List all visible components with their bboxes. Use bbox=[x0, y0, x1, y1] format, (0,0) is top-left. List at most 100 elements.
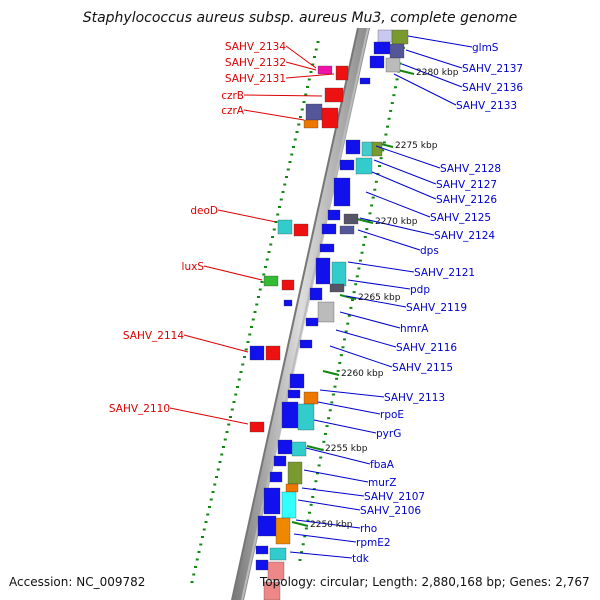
leader-line bbox=[289, 551, 353, 559]
right-tick-mark bbox=[347, 314, 351, 317]
left-tick-mark bbox=[258, 288, 262, 291]
left-gene-label: SAHV_2131 bbox=[225, 73, 286, 85]
right-tick-mark bbox=[298, 559, 302, 561]
left-tick-mark bbox=[239, 371, 243, 373]
gene-feature bbox=[303, 119, 319, 129]
gene-feature bbox=[255, 545, 269, 555]
right-gene-label: SAHV_2107 bbox=[364, 491, 425, 503]
right-gene-label: SAHV_2133 bbox=[456, 100, 517, 112]
right-gene-label: tdk bbox=[352, 553, 370, 565]
left-tick-mark bbox=[257, 296, 260, 298]
left-tick-mark bbox=[251, 318, 255, 321]
right-gene-label: SAHV_2128 bbox=[440, 163, 501, 175]
left-tick-mark bbox=[194, 566, 197, 568]
left-tick-mark bbox=[314, 48, 318, 51]
left-tick-mark bbox=[272, 228, 276, 231]
left-tick-mark bbox=[295, 131, 299, 133]
right-tick-mark bbox=[387, 117, 391, 120]
gene-feature bbox=[297, 403, 315, 431]
leader-line bbox=[339, 311, 401, 329]
left-tick-mark bbox=[192, 573, 196, 576]
right-gene-label: SAHV_2113 bbox=[384, 392, 445, 404]
gene-feature bbox=[249, 345, 265, 361]
right-gene-label: fbaA bbox=[370, 459, 395, 471]
left-tick-mark bbox=[234, 393, 238, 396]
left-tick-mark bbox=[230, 408, 234, 411]
right-gene-label: pyrG bbox=[376, 428, 401, 440]
leader-line bbox=[203, 265, 263, 281]
kbp-tick bbox=[322, 370, 340, 376]
gene-feature bbox=[263, 487, 281, 515]
right-tick-mark bbox=[338, 362, 342, 365]
left-tick-mark bbox=[215, 476, 218, 478]
right-tick-mark bbox=[398, 62, 402, 65]
kbp-label: 2280 kbp bbox=[416, 68, 459, 78]
left-tick-mark bbox=[208, 506, 211, 508]
right-gene-label: SAHV_2126 bbox=[436, 194, 497, 206]
left-gene-label: czrA bbox=[221, 105, 245, 117]
gene-feature bbox=[267, 561, 285, 581]
leader-line bbox=[243, 94, 323, 97]
left-gene-label: deoD bbox=[190, 205, 218, 217]
gene-feature bbox=[321, 107, 339, 129]
gene-feature bbox=[327, 209, 341, 221]
gene-feature bbox=[291, 441, 307, 457]
left-tick-mark bbox=[206, 513, 210, 516]
left-tick-mark bbox=[253, 311, 257, 313]
leader-line bbox=[297, 499, 361, 511]
right-gene-label: SAHV_2121 bbox=[414, 267, 475, 279]
map-title: Staphylococcus aureus subsp. aureus Mu3,… bbox=[82, 10, 518, 26]
leader-line bbox=[329, 345, 393, 368]
gene-feature bbox=[317, 65, 333, 75]
left-tick-mark bbox=[227, 423, 231, 426]
feature-group bbox=[249, 29, 409, 600]
gene-feature bbox=[273, 455, 287, 467]
left-tick-mark bbox=[209, 498, 213, 501]
right-gene-label: dps bbox=[420, 245, 439, 257]
left-tick-mark bbox=[243, 356, 246, 358]
left-tick-mark bbox=[307, 78, 311, 81]
leader-line bbox=[285, 73, 335, 79]
leader-line bbox=[317, 401, 381, 415]
gene-feature bbox=[319, 243, 335, 253]
gene-feature bbox=[339, 159, 355, 171]
gene-feature bbox=[281, 401, 299, 429]
right-gene-label: rpmE2 bbox=[356, 537, 391, 549]
left-tick-mark bbox=[255, 303, 259, 306]
label-group: 2280 kbp 2275 kbp 2270 kbp 2265 kbp 2260 kbp… bbox=[109, 41, 524, 565]
left-tick-mark bbox=[306, 86, 309, 88]
right-gene-label: SAHV_2137 bbox=[462, 63, 523, 75]
leader-line bbox=[359, 217, 435, 236]
right-tick-mark bbox=[339, 354, 343, 357]
left-tick-mark bbox=[264, 266, 267, 268]
right-tick-mark bbox=[304, 527, 308, 530]
right-gene-label: SAHV_2106 bbox=[360, 505, 421, 517]
left-tick-mark bbox=[311, 63, 315, 66]
gene-feature bbox=[283, 299, 293, 307]
leader-line bbox=[169, 407, 249, 425]
leader-line bbox=[293, 533, 357, 543]
right-tick-mark bbox=[354, 283, 358, 286]
gene-feature bbox=[303, 391, 319, 405]
gene-feature bbox=[249, 421, 265, 433]
kbp-label: 2265 kbp bbox=[358, 293, 401, 303]
right-tick-mark bbox=[373, 188, 377, 191]
left-tick-mark bbox=[216, 468, 220, 471]
left-gene-label: luxS bbox=[182, 261, 205, 273]
gene-feature bbox=[289, 373, 305, 389]
right-gene-label: murZ bbox=[368, 477, 396, 489]
right-tick-mark bbox=[300, 551, 304, 554]
kbp-label: 2275 kbp bbox=[395, 141, 438, 151]
leader-line bbox=[375, 145, 441, 169]
gene-feature bbox=[339, 225, 355, 235]
gene-feature bbox=[287, 389, 301, 399]
right-tick-mark bbox=[386, 125, 389, 128]
leader-line bbox=[405, 49, 463, 69]
gene-feature bbox=[369, 55, 385, 69]
leader-line bbox=[335, 329, 397, 348]
right-tick-mark bbox=[360, 251, 364, 254]
left-tick-mark bbox=[269, 243, 273, 246]
gene-feature bbox=[287, 461, 303, 485]
accession-text: Accession: NC_009782 bbox=[9, 575, 146, 589]
right-tick-mark bbox=[365, 228, 369, 231]
